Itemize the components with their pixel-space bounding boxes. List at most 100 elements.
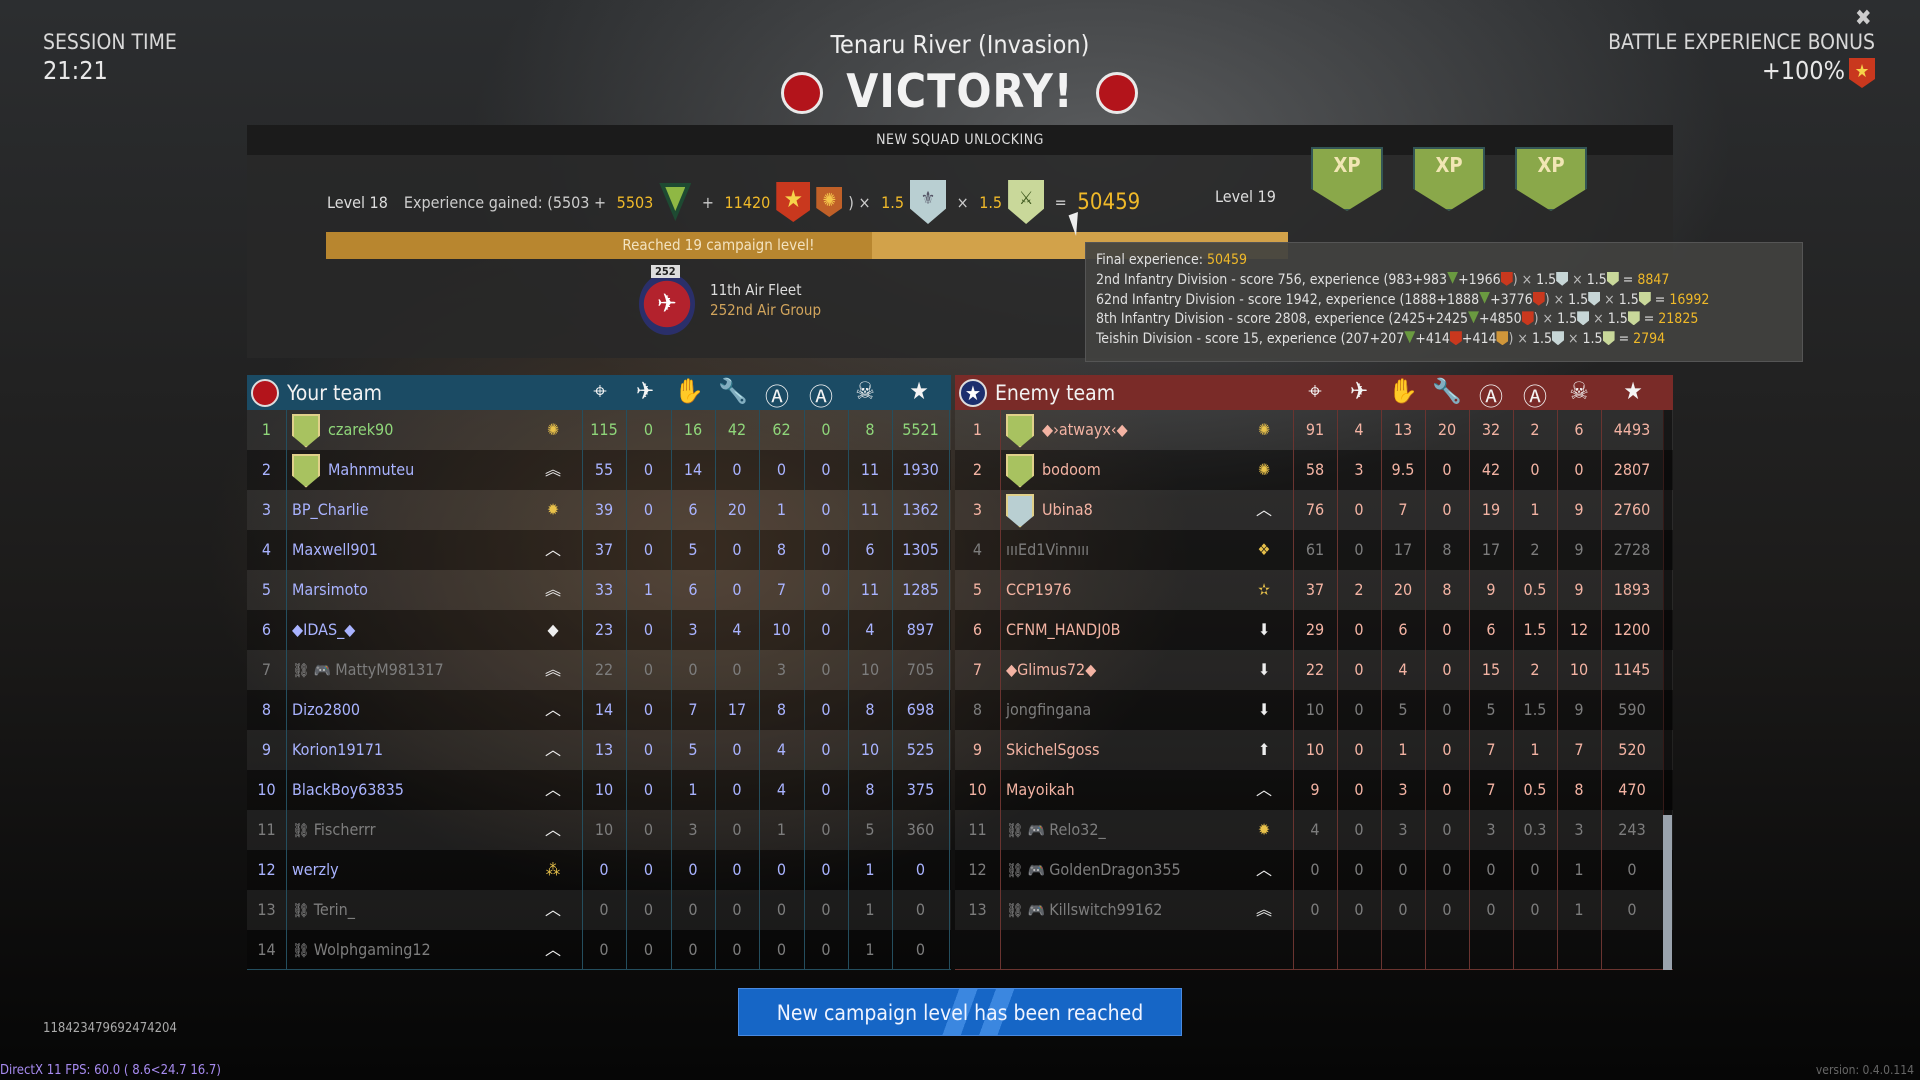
- stat-circle-a: 1: [1530, 740, 1540, 759]
- player-rank-number: 11: [968, 820, 987, 839]
- player-row[interactable]: 3 BP_Charlie ✹ 39 0 6 20 1 0 11 1362: [247, 490, 951, 530]
- skull-icon[interactable]: ☠: [1569, 377, 1589, 405]
- player-name-cell[interactable]: Mahnmuteu: [292, 450, 414, 490]
- close-icon[interactable]: ✖: [1855, 6, 1872, 31]
- stat-vehicle-kill: 0: [1354, 700, 1364, 719]
- player-name-cell[interactable]: ⛓ Terin_: [292, 890, 355, 931]
- stat-skull: 10: [860, 660, 880, 679]
- player-row[interactable]: 1 ◆›atwayx‹◆ ✺ 91 4 13 20 32 2 6 4493: [955, 410, 1673, 450]
- stat-shield-a: 1: [776, 500, 787, 519]
- player-name-cell[interactable]: ıııEd1Vinnııı: [1006, 530, 1089, 570]
- shield-a-icon[interactable]: Ⓐ: [1479, 383, 1503, 411]
- player-row[interactable]: 4 ıııEd1Vinnııı ❖ 61 0 17 8 17 2 9 2728: [955, 530, 1673, 570]
- vehicle-kill-icon[interactable]: ✈: [635, 377, 655, 405]
- wrench-icon[interactable]: 🔧: [718, 377, 748, 405]
- player-row[interactable]: 13 ⛓ Terin_ ︿ 0 0 0 0 0 0 1 0: [247, 890, 951, 930]
- player-row[interactable]: 8 Dizo2800 ︿ 14 0 7 17 8 0 8 698: [247, 690, 951, 730]
- player-name-cell[interactable]: Korion19171: [292, 730, 383, 770]
- player-name-cell[interactable]: ⛓ 🎮 MattyM981317: [292, 650, 444, 691]
- xp-squad-icon[interactable]: XP: [1515, 147, 1587, 211]
- campaign-level-button[interactable]: New campaign level has been reached: [738, 988, 1182, 1036]
- player-rank-number: 3: [972, 500, 983, 519]
- player-row[interactable]: 12 werzly ⁂ 0 0 0 0 0 0 1 0: [247, 850, 951, 890]
- stat-wrench: 0: [1442, 660, 1452, 679]
- player-row[interactable]: 11 ⛓ Fischerrr ︿ 10 0 3 0 1 0 5 360: [247, 810, 951, 850]
- player-rank-number: 4: [261, 540, 272, 559]
- xp-squad-icon[interactable]: XP: [1311, 147, 1383, 211]
- star-icon[interactable]: ★: [1623, 377, 1643, 405]
- enemy-table-scrollbar[interactable]: [1663, 410, 1672, 970]
- circle-a-icon[interactable]: Ⓐ: [1523, 383, 1547, 411]
- player-name-cell[interactable]: Marsimoto: [292, 570, 368, 610]
- player-name-cell[interactable]: ⛓ 🎮 Killswitch99162: [1006, 890, 1162, 931]
- player-name-cell[interactable]: ◆IDAS_◆: [292, 610, 355, 650]
- player-row[interactable]: 11 ⛓ 🎮 Relo32_ ✹ 4 0 3 0 3 0.3 3 243: [955, 810, 1673, 850]
- stat-star: 375: [906, 780, 935, 799]
- player-name-cell[interactable]: Mayoikah: [1006, 770, 1075, 810]
- player-row[interactable]: 3 Ubina8 ︿ 76 0 7 0 19 1 9 2760: [955, 490, 1673, 530]
- exp-bonus-value: 5503: [616, 192, 654, 212]
- player-row[interactable]: 5 Marsimoto ︽ 33 1 6 0 7 0 11 1285: [247, 570, 951, 610]
- player-row[interactable]: 7 ⛓ 🎮 MattyM981317 ︽ 22 0 0 0 3 0 10 705: [247, 650, 951, 690]
- hand-icon[interactable]: ✋: [674, 377, 704, 405]
- times: ×: [1563, 331, 1583, 348]
- player-row[interactable]: 2 Mahnmuteu ︽ 55 0 14 0 0 0 11 1930: [247, 450, 951, 490]
- player-name-cell[interactable]: ◆›atwayx‹◆: [1006, 410, 1128, 450]
- player-name-cell[interactable]: Ubina8: [1006, 490, 1093, 530]
- player-name-cell[interactable]: ⛓ Fischerrr: [292, 810, 375, 851]
- player-row[interactable]: 5 CCP1976 ✫ 37 2 20 8 9 0.5 9 1893: [955, 570, 1673, 610]
- shield-a-icon[interactable]: Ⓐ: [765, 383, 789, 411]
- player-row[interactable]: 6 CFNM_HANDJ0B ⬇ 29 0 6 0 6 1.5 12 1200: [955, 610, 1673, 650]
- player-row[interactable]: 14 ⛓ Wolphgaming12 ︿ 0 0 0 0 0 0 1 0: [247, 930, 951, 970]
- tooltip-line: 62nd Infantry Division - score 1942, exp…: [1096, 291, 1792, 311]
- stat-circle-a: 0: [821, 580, 831, 599]
- times: ) ×: [1533, 311, 1558, 328]
- stat-star: 1285: [902, 580, 939, 599]
- vehicle-kill-icon[interactable]: ✈: [1349, 377, 1369, 405]
- player-name-cell[interactable]: Dizo2800: [292, 690, 360, 730]
- stat-wrench: 0: [1442, 460, 1452, 479]
- player-row[interactable]: 2 bodoom ✺ 58 3 9.5 0 42 0 0 2807: [955, 450, 1673, 490]
- player-name-cell[interactable]: SkichelSgoss: [1006, 730, 1099, 770]
- player-row[interactable]: 12 ⛓ 🎮 GoldenDragon355 ︿ 0 0 0 0 0 0 1 0: [955, 850, 1673, 890]
- stat-shield-a: 3: [776, 660, 787, 679]
- crosshair-icon[interactable]: ⌖: [593, 377, 607, 405]
- player-name-cell[interactable]: CCP1976: [1006, 570, 1071, 610]
- stat-skull: 0: [1574, 460, 1584, 479]
- player-name-cell[interactable]: ⛓ Wolphgaming12: [292, 930, 431, 971]
- player-name-cell[interactable]: ⛓ 🎮 GoldenDragon355: [1006, 850, 1181, 891]
- scrollbar-thumb[interactable]: [1663, 815, 1672, 970]
- hand-icon[interactable]: ✋: [1388, 377, 1418, 405]
- player-name: Marsimoto: [292, 580, 368, 599]
- player-row[interactable]: 1 czarek90 ✺ 115 0 16 42 62 0 8 5521: [247, 410, 951, 450]
- player-name-cell[interactable]: czarek90: [292, 410, 393, 450]
- player-row[interactable]: 9 SkichelSgoss ⬆ 10 0 1 0 7 1 7 520: [955, 730, 1673, 770]
- player-name-cell[interactable]: BlackBoy63835: [292, 770, 404, 810]
- plus: +: [1490, 291, 1501, 308]
- player-row[interactable]: 8 jongfingana ⬇ 10 0 5 0 5 1.5 9 590: [955, 690, 1673, 730]
- player-row[interactable]: 9 Korion19171 ︿ 13 0 5 0 4 0 10 525: [247, 730, 951, 770]
- crosshair-icon[interactable]: ⌖: [1308, 377, 1322, 405]
- player-row[interactable]: 4 Maxwell901 ︿ 37 0 5 0 8 0 6 1305: [247, 530, 951, 570]
- player-name-cell[interactable]: ◆Glimus72◆: [1006, 650, 1096, 690]
- player-name-cell[interactable]: bodoom: [1006, 450, 1101, 490]
- star-icon[interactable]: ★: [909, 377, 929, 405]
- player-name-cell[interactable]: jongfingana: [1006, 690, 1091, 730]
- stat-skull: 10: [860, 740, 880, 759]
- player-name-cell[interactable]: ⛓ 🎮 Relo32_: [1006, 810, 1106, 851]
- stat-crosshair: 0: [1310, 860, 1320, 879]
- player-row[interactable]: 7 ◆Glimus72◆ ⬇ 22 0 4 0 15 2 10 1145: [955, 650, 1673, 690]
- circle-a-icon[interactable]: Ⓐ: [809, 383, 833, 411]
- player-name-cell[interactable]: Maxwell901: [292, 530, 378, 570]
- player-row[interactable]: 10 Mayoikah ︿ 9 0 3 0 7 0.5 8 470: [955, 770, 1673, 810]
- player-row[interactable]: 6 ◆IDAS_◆ ◆ 23 0 3 4 10 0 4 897: [247, 610, 951, 650]
- wrench-icon[interactable]: 🔧: [1432, 377, 1462, 405]
- player-name-cell[interactable]: werzly: [292, 850, 339, 890]
- player-row[interactable]: 13 ⛓ 🎮 Killswitch99162 ︽ 0 0 0 0 0 0 1 0: [955, 890, 1673, 930]
- player-name-cell[interactable]: CFNM_HANDJ0B: [1006, 610, 1121, 650]
- player-name-cell[interactable]: BP_Charlie: [292, 490, 369, 530]
- skull-icon[interactable]: ☠: [855, 377, 875, 405]
- sun-rank-icon: ✺: [1257, 460, 1271, 479]
- xp-squad-icon[interactable]: XP: [1413, 147, 1485, 211]
- player-row[interactable]: 10 BlackBoy63835 ︿ 10 0 1 0 4 0 8 375: [247, 770, 951, 810]
